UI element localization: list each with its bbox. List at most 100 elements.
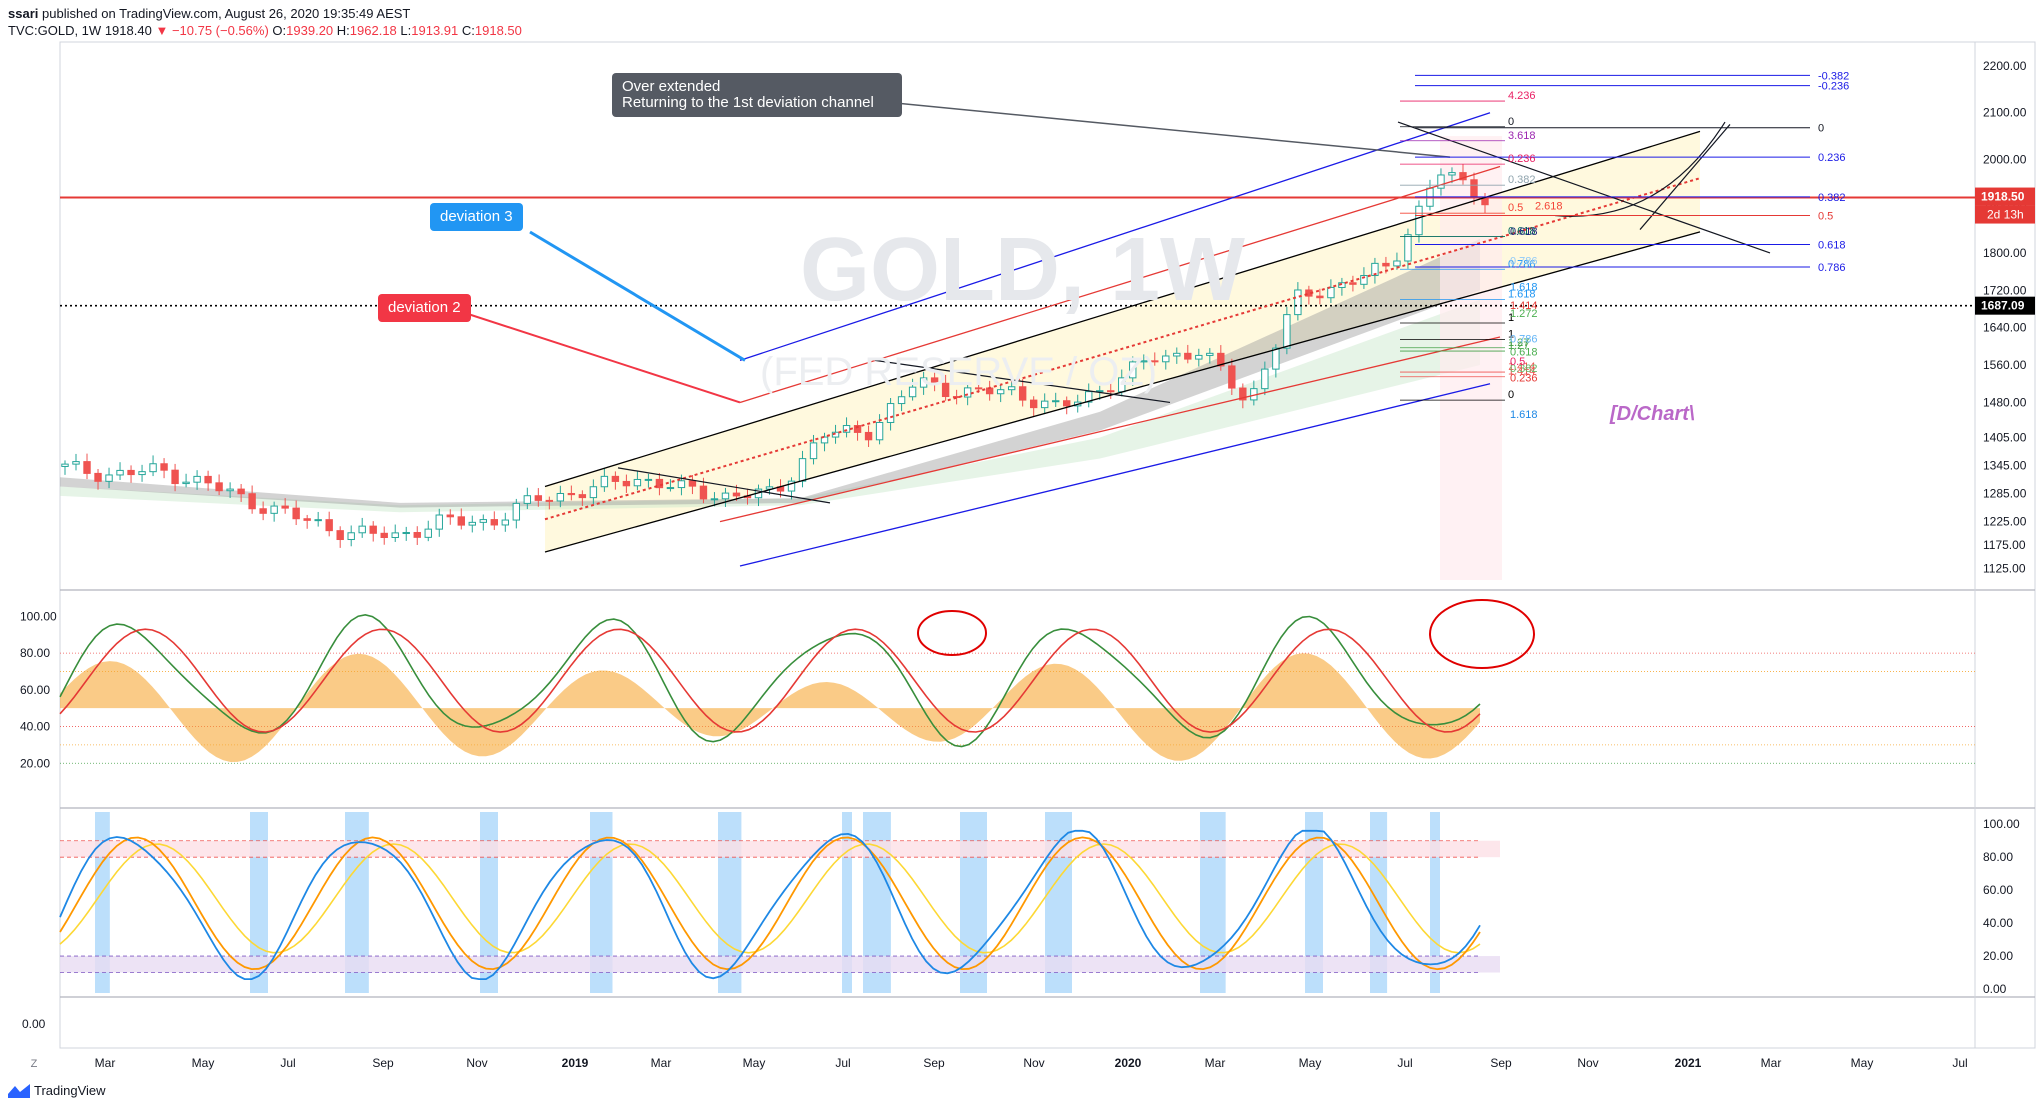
osc2-tick-label: 20.00 xyxy=(1983,949,2013,963)
trendline-2020 xyxy=(1397,121,1771,254)
annotation-deviation-3[interactable]: deviation 3 xyxy=(430,203,523,231)
hline-badge xyxy=(1975,296,2035,315)
candle-body xyxy=(479,519,487,523)
time-tick-label: Jul xyxy=(280,1056,295,1070)
time-tick-label: May xyxy=(1299,1056,1322,1070)
candle-body xyxy=(908,386,917,398)
time-tick-label: Mar xyxy=(95,1056,116,1070)
candle-body xyxy=(589,486,598,499)
candle-body xyxy=(83,461,91,474)
fib-left-label: 1 xyxy=(1508,328,1514,340)
candle-body xyxy=(875,421,884,441)
candle-body xyxy=(1459,172,1467,181)
osc2-tick-label: 40.00 xyxy=(1983,916,2013,930)
open-value: 1939.20 xyxy=(286,23,334,38)
fib-level-label: 0 xyxy=(1818,123,1824,135)
osc2-tick-label: 100.00 xyxy=(1983,817,2020,831)
fib-level-label: -0.382 xyxy=(1818,70,1849,82)
time-tick-label: Sep xyxy=(372,1056,394,1070)
annotation-over-extended[interactable]: Over extended Returning to the 1st devia… xyxy=(612,73,902,117)
candle-body xyxy=(688,480,697,487)
author-name[interactable]: ssari xyxy=(8,6,39,21)
fib-left-label: 0.618 xyxy=(1508,226,1536,238)
fib-extension-label: 1.618 xyxy=(1510,409,1538,421)
fib-level-label: 0.236 xyxy=(1818,152,1846,164)
candle-body xyxy=(347,532,355,541)
publish-info: published on TradingView.com, August 26,… xyxy=(42,6,411,21)
candle-body xyxy=(281,505,289,509)
candle-body xyxy=(611,475,620,482)
time-tick-label: Sep xyxy=(1490,1056,1512,1070)
fib-level-label: 0.5 xyxy=(1818,211,1833,223)
candle-body xyxy=(413,532,421,538)
candle-body xyxy=(1470,179,1478,199)
stoch-overbought-zone xyxy=(60,840,1500,858)
time-tick-label: Sep xyxy=(923,1056,945,1070)
candle-body xyxy=(556,492,565,502)
candle-body xyxy=(996,389,1005,395)
time-tick-label: 2019 xyxy=(562,1056,589,1070)
candle-body xyxy=(699,485,708,500)
candle-body xyxy=(1206,352,1214,356)
candle-body xyxy=(1283,314,1291,349)
candle-body xyxy=(1272,347,1280,370)
fib-left-label: 1.618 xyxy=(1508,289,1536,301)
stoch-signal-band xyxy=(1430,812,1440,993)
osc3-tick-label: 0.00 xyxy=(22,1017,46,1031)
fib-extension-label: 1.618 xyxy=(1510,281,1538,293)
candle-body xyxy=(1448,172,1456,176)
high-label: H: xyxy=(336,23,350,38)
last-price-badge xyxy=(1975,187,2035,206)
dchart-signature: [D/Chart\ xyxy=(1609,403,1695,425)
osc2-tick-label: 60.00 xyxy=(1983,883,2013,897)
candle-body xyxy=(930,377,939,384)
fib-left-label: 4.236 xyxy=(1508,90,1536,102)
candle-body xyxy=(721,492,730,500)
candle-body xyxy=(501,519,510,526)
high-value: 1962.18 xyxy=(349,23,397,38)
hline-label: 1687.09 xyxy=(1981,299,2025,313)
fib-left-label: 1.414 xyxy=(1508,366,1536,378)
osc1-tick-label: 80.00 xyxy=(20,646,50,660)
symbol-label[interactable]: TVC:GOLD, 1W xyxy=(8,23,102,38)
footer: TradingView xyxy=(0,1080,2038,1106)
price-tick-label: 1640.00 xyxy=(1983,321,2027,335)
candle-body xyxy=(61,463,69,467)
open-label: O: xyxy=(272,23,287,38)
annotation-deviation-2[interactable]: deviation 2 xyxy=(378,294,471,322)
candle-body xyxy=(567,492,576,496)
candle-body xyxy=(919,377,928,388)
candle-body xyxy=(457,516,465,526)
stoch-d-line xyxy=(59,836,1481,971)
callout-pointer-deviation2 xyxy=(464,312,741,404)
time-tick-label: Jul xyxy=(1952,1056,1967,1070)
candle-body xyxy=(1140,360,1148,363)
price-tick-label: 1285.00 xyxy=(1983,487,2027,501)
candle-body xyxy=(391,532,399,539)
price-tick-label: 1405.00 xyxy=(1983,430,2027,444)
candle-body xyxy=(468,521,476,526)
candle-body xyxy=(1085,391,1093,403)
fib-extension-label: 2.618 xyxy=(1535,200,1563,212)
deviation2-upper-line xyxy=(739,165,1501,404)
stoch-oversold-zone xyxy=(60,956,1500,973)
stoch-signal-band xyxy=(842,812,852,993)
candle-body xyxy=(336,530,344,541)
candle-body xyxy=(963,387,972,398)
candle-body xyxy=(171,469,179,485)
candle-body xyxy=(358,525,366,534)
tradingview-logo[interactable]: TradingView xyxy=(8,1083,106,1098)
fib-extension-label: 0.618 xyxy=(1510,226,1538,238)
ma-ribbon-green xyxy=(60,299,1480,513)
candle-body xyxy=(1184,352,1192,360)
zoom-toggle-label: Z xyxy=(31,1058,38,1070)
candle-body xyxy=(193,475,201,483)
price-tick-label: 1480.00 xyxy=(1983,395,2027,409)
deviation3-lower-line xyxy=(739,383,1491,567)
price-tick-label: 1225.00 xyxy=(1983,515,2027,529)
time-tick-label: Nov xyxy=(466,1056,487,1070)
time-tick-label: Mar xyxy=(1761,1056,1782,1070)
candle-body xyxy=(490,519,499,526)
fib-extension-label: 0.618 xyxy=(1510,347,1538,359)
